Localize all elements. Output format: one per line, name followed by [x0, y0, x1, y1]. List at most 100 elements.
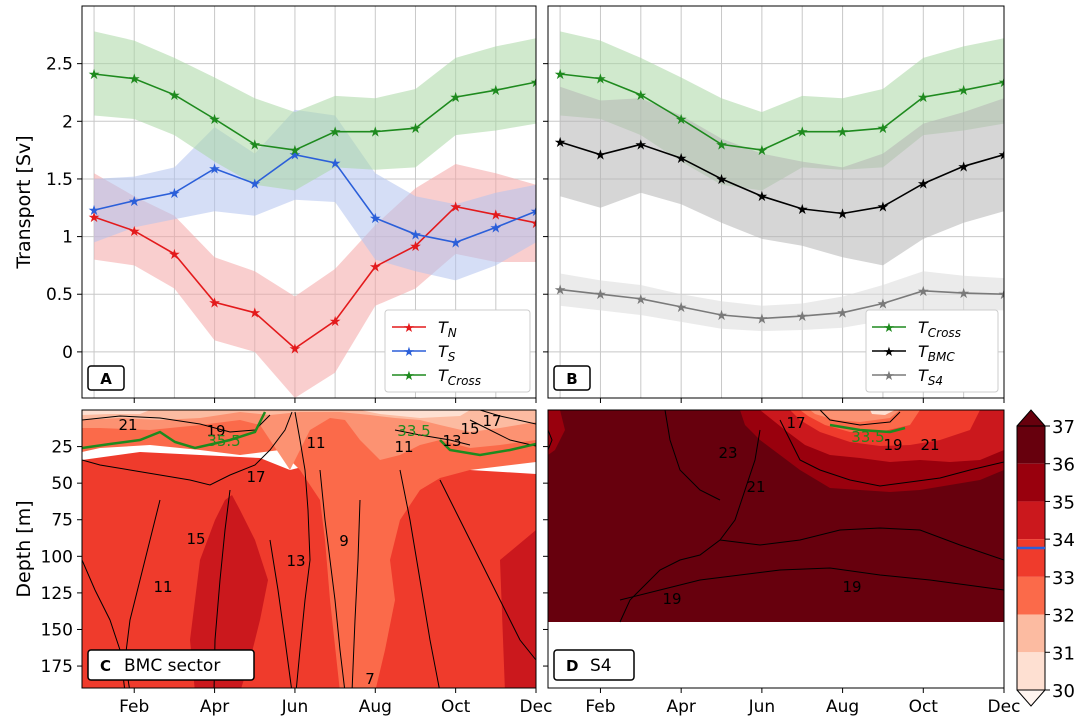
data-point-cross: ★ [554, 67, 567, 83]
data-point-n: ★ [369, 260, 382, 276]
data-point-bmc: ★ [635, 137, 648, 153]
y-tick-label: 1 [62, 228, 73, 248]
line-cross [94, 73, 536, 151]
contour-label: 21 [746, 478, 765, 496]
panel-a: ★ ★ ★ ★ ★ ★ ★ ★ ★ ★ ★ ★ ★ ★ ★ ★ ★ ★ ★ ★ ★ ★ ★ ★ ★ ★ ★ ★ ★ ★ ★ ★ ★ ★ ★ ★ 0 0.… [13, 5, 537, 403]
x-tick-label: Jun [281, 697, 309, 717]
colorbar-tick-label: 30 [1052, 681, 1075, 702]
y-axis-label-c: Depth [m] [13, 500, 35, 597]
lines-b: ★ ★ ★ ★ ★ ★ ★ ★ ★ ★ ★ ★ ★ ★ ★ ★ ★ ★ ★ ★ ★ ★ ★ ★ ★ ★ ★ ★ ★ ★ ★ ★ ★ ★ ★ ★ [554, 67, 1011, 327]
legend-marker: ★ [883, 369, 895, 384]
colorbar-tick-label: 32 [1052, 606, 1075, 627]
x-ticks-d: Feb Apr Jun Aug Oct Dec [585, 688, 1020, 717]
fill-region [190, 495, 268, 688]
x-ticks-c: Feb Apr Jun Aug Oct Dec [119, 688, 552, 717]
svg-text:A: A [100, 370, 112, 388]
data-point-bmc: ★ [554, 135, 567, 151]
line-bmc [559, 141, 1004, 215]
contour-label: 13 [286, 552, 305, 570]
x-tick-label: Oct [441, 697, 471, 717]
data-point-bmc: ★ [715, 172, 728, 188]
y-tick-label: 175 [41, 657, 73, 677]
contour-label: 17 [482, 412, 501, 430]
data-point-s: ★ [208, 162, 221, 178]
contour-labels-c: 21 19 11 17 15 9 13 11 7 11 13 15 17 35.… [118, 412, 501, 688]
y-tickmarks-d [543, 446, 548, 667]
y-tick-label: 50 [51, 474, 73, 494]
data-point-cross: ★ [998, 75, 1011, 91]
x-tick-label: Aug [359, 697, 392, 717]
panel-label-a: A [87, 365, 125, 391]
data-point-s4: ★ [917, 284, 930, 300]
legend-a: ★ TN★ TS★ TCross [384, 309, 531, 393]
bands-b [560, 31, 1004, 332]
legend-box-b [865, 309, 999, 393]
svg-text:BMC sector: BMC sector [124, 656, 220, 676]
contour-labels-d: 23 21 19 19 17 19 21 33.5 [662, 414, 939, 608]
colorbar: 37 36 35 34 33 32 31 30 [1016, 409, 1075, 707]
data-point-s: ★ [168, 186, 181, 202]
svg-text:D: D [566, 657, 578, 675]
data-point-s4: ★ [836, 306, 849, 322]
band-bmc [560, 86, 1004, 266]
data-point-s: ★ [409, 227, 422, 243]
colorbar-segment [1017, 576, 1045, 615]
contour-label: 7 [365, 670, 375, 688]
y-tick-label: 0.5 [46, 285, 73, 305]
fill-region [870, 410, 895, 415]
contour-label: 19 [662, 590, 681, 608]
data-point-s4: ★ [635, 292, 648, 308]
panel-label-b: B [553, 365, 591, 391]
axes-frame-c [81, 409, 537, 689]
data-point-cross: ★ [208, 112, 221, 128]
colorbar-segment [1017, 501, 1045, 540]
data-point-s: ★ [449, 235, 462, 251]
contour-label: 11 [153, 578, 172, 596]
colorbar-segment [1017, 539, 1045, 577]
x-tick-label: Feb [585, 697, 615, 717]
data-point-s4: ★ [594, 287, 607, 303]
data-point-n: ★ [248, 306, 261, 322]
colorbar-top-extend [1016, 409, 1046, 427]
svg-text:C: C [100, 657, 111, 675]
data-point-s: ★ [128, 194, 141, 210]
data-point-s4: ★ [715, 308, 728, 324]
contour-label: 23 [718, 444, 737, 462]
contour-label: 15 [460, 420, 479, 438]
fill-region [82, 410, 536, 470]
temperature-contours-d [548, 410, 1004, 623]
y-ticks-a: 0 0.5 1 1.5 2 2.5 [46, 55, 82, 363]
fill-region [82, 410, 536, 688]
y-axis-label-a: Transport [Sv] [13, 135, 35, 269]
x-tick-label: Dec [520, 697, 553, 717]
data-point-bmc: ★ [917, 177, 930, 193]
data-point-n: ★ [128, 224, 141, 240]
data-point-cross: ★ [836, 125, 849, 141]
data-point-s4: ★ [675, 300, 688, 316]
y-tick-label: 2 [62, 112, 73, 132]
colorbar-segment [1017, 463, 1045, 502]
data-point-cross: ★ [409, 121, 422, 137]
y-ticks-c: 25 50 75 100 125 150 175 [41, 438, 82, 677]
data-point-s4: ★ [998, 287, 1011, 303]
data-point-s4: ★ [554, 283, 567, 299]
data-point-s4: ★ [796, 309, 809, 325]
colorbar-frame [1016, 425, 1046, 691]
data-point-bmc: ★ [877, 200, 890, 216]
data-point-cross: ★ [369, 125, 382, 141]
y-tick-label: 150 [41, 620, 73, 640]
legend-marker: ★ [883, 345, 895, 360]
axes-frame-d [547, 409, 1005, 689]
data-point-bmc: ★ [756, 189, 769, 205]
x-tick-label: Oct [909, 697, 939, 717]
legend-marker: ★ [403, 321, 415, 336]
colorbar-tick-label: 34 [1052, 530, 1075, 551]
y-tick-label: 100 [41, 547, 73, 567]
data-point-cross: ★ [248, 137, 261, 153]
data-point-s: ★ [329, 156, 342, 172]
line-s [93, 153, 536, 244]
data-point-s: ★ [88, 203, 101, 219]
colorbar-tick-label: 37 [1052, 417, 1075, 438]
bands-a [94, 31, 536, 398]
